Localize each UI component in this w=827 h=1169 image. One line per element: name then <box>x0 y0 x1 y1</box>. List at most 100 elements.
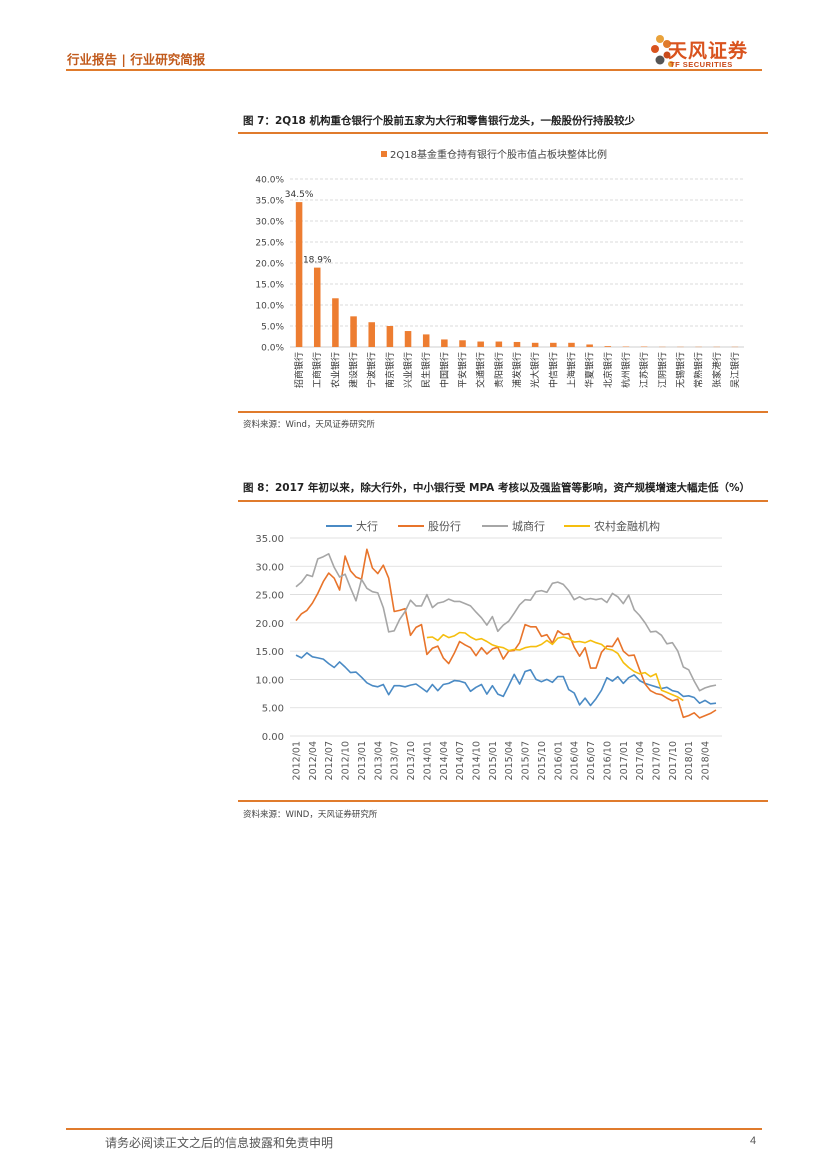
x-tick-label: 2015/04 <box>504 741 515 780</box>
bar <box>550 342 557 347</box>
x-tick-label: 2013/01 <box>357 741 368 780</box>
y-tick-label: 5.00 <box>262 704 284 715</box>
x-tick-label: 2014/07 <box>455 741 466 780</box>
legend-label: 2Q18基金重仓持有银行个股市值占板块整体比例 <box>390 148 607 161</box>
logo-english-name: TF SECURITIES <box>670 60 733 69</box>
bar <box>350 316 357 347</box>
x-tick-label: 2015/07 <box>521 741 532 780</box>
header-divider <box>66 69 762 71</box>
x-tick-label: 江苏银行 <box>638 352 650 388</box>
bar <box>422 334 430 347</box>
x-tick-label: 招商银行 <box>293 352 305 388</box>
x-tick-label: 2012/04 <box>308 741 319 780</box>
figure-8-title: 图 8：2017 年初以来，除大行外，中小银行受 MPA 考核以及强监管等影响，… <box>243 482 750 494</box>
y-tick-label: 0.0% <box>261 344 284 354</box>
x-tick-label: 2014/04 <box>439 741 450 780</box>
x-tick-label: 2015/10 <box>537 741 548 780</box>
x-tick-label: 工商银行 <box>311 352 323 388</box>
x-tick-label: 江阴银行 <box>656 352 668 388</box>
x-tick-label: 光大银行 <box>529 352 541 388</box>
bar <box>332 298 339 347</box>
x-tick-label: 南京银行 <box>384 352 396 388</box>
bar <box>313 267 321 347</box>
x-tick-label: 2012/07 <box>324 741 335 780</box>
y-tick-label: 40.0% <box>255 176 284 186</box>
bar <box>368 322 375 347</box>
data-label: 34.5% <box>285 190 314 200</box>
bar <box>586 344 593 347</box>
y-tick-label: 10.00 <box>255 675 284 686</box>
x-tick-label: 浦发银行 <box>511 352 523 388</box>
x-tick-label: 2017/01 <box>619 741 630 780</box>
x-tick-label: 中国银行 <box>438 352 450 388</box>
figure-7-bottom-divider <box>238 411 768 413</box>
y-tick-label: 25.0% <box>255 239 284 249</box>
data-label: 18.9% <box>303 256 332 266</box>
x-tick-label: 交通银行 <box>475 352 487 388</box>
x-tick-label: 2012/01 <box>292 741 303 780</box>
footer-disclaimer: 请务必阅读正文之后的信息披露和免责申明 <box>105 1136 334 1150</box>
y-tick-label: 20.00 <box>255 619 284 630</box>
x-tick-label: 农业银行 <box>329 352 341 388</box>
x-tick-label: 2015/01 <box>488 741 499 780</box>
logo-chinese-name: 天风证券 <box>668 40 749 62</box>
x-tick-label: 2016/04 <box>570 741 581 780</box>
x-tick-label: 平安银行 <box>457 352 469 388</box>
bar <box>386 326 394 347</box>
x-tick-label: 无锡银行 <box>674 352 686 388</box>
legend-swatch <box>381 151 387 157</box>
y-tick-label: 25.00 <box>255 591 284 602</box>
footer-divider <box>66 1128 762 1130</box>
x-tick-label: 2013/07 <box>390 741 401 780</box>
legend-label: 城商行 <box>512 519 545 533</box>
legend-label: 大行 <box>356 519 378 533</box>
bar <box>441 339 448 347</box>
x-tick-label: 2018/04 <box>701 741 712 780</box>
y-tick-label: 15.00 <box>255 647 284 658</box>
x-tick-label: 贵阳银行 <box>493 352 505 388</box>
series-line <box>426 631 684 702</box>
x-tick-label: 华夏银行 <box>584 352 596 388</box>
legend-label: 农村金融机构 <box>594 519 660 533</box>
bar <box>531 342 539 347</box>
y-tick-label: 5.0% <box>261 323 284 333</box>
y-tick-label: 35.0% <box>255 197 284 207</box>
x-tick-label: 上海银行 <box>565 352 577 388</box>
figure-7-title-divider <box>238 132 768 134</box>
x-tick-label: 2013/10 <box>406 741 417 780</box>
y-tick-label: 10.0% <box>255 302 284 312</box>
x-tick-label: 中信银行 <box>547 352 559 388</box>
series-line <box>295 552 717 692</box>
bar <box>295 202 303 347</box>
bar-chart-fund-holdings: 2Q18基金重仓持有银行个股市值占板块整体比例 0.0% 5.0% 10.0% 15.0… <box>255 148 744 388</box>
x-tick-label: 北京银行 <box>602 352 614 388</box>
x-tick-label: 兴业银行 <box>402 352 414 388</box>
tf-securities-logo <box>651 35 674 67</box>
x-tick-label: 吴江银行 <box>729 352 741 388</box>
x-tick-label: 2017/10 <box>668 741 679 780</box>
figure-8-bottom-divider <box>238 800 768 802</box>
y-tick-label: 20.0% <box>255 260 284 270</box>
x-tick-label: 2013/04 <box>373 741 384 780</box>
bar <box>477 341 484 347</box>
figure-7-source: 资料来源：Wind，天风证券研究所 <box>243 420 375 430</box>
x-tick-label: 2016/01 <box>553 741 564 780</box>
y-tick-label: 30.00 <box>255 562 284 573</box>
page-number: 4 <box>750 1135 757 1147</box>
x-tick-label: 2017/04 <box>635 741 646 780</box>
x-tick-label: 2014/10 <box>472 741 483 780</box>
legend-label: 股份行 <box>428 520 461 533</box>
bar <box>604 346 612 347</box>
x-tick-label: 张家港行 <box>711 352 723 388</box>
x-tick-label: 2016/10 <box>602 741 613 780</box>
x-tick-label: 2016/07 <box>586 741 597 780</box>
y-tick-label: 35.00 <box>255 534 284 545</box>
bar <box>568 342 575 347</box>
bar <box>513 341 521 347</box>
x-tick-label: 2012/10 <box>341 741 352 780</box>
figure-8-title-divider <box>238 500 768 502</box>
series-line <box>295 652 717 707</box>
x-tick-label: 2017/07 <box>652 741 663 780</box>
x-tick-label: 2018/01 <box>684 741 695 780</box>
bar <box>404 331 412 347</box>
